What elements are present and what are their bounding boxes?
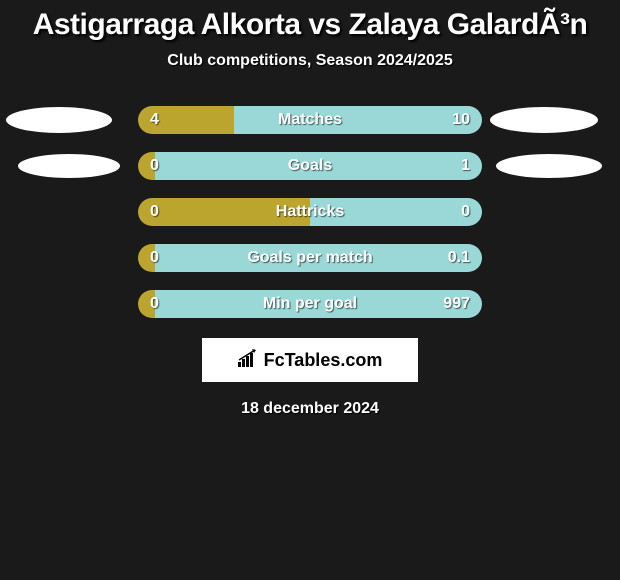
stat-value-left: 0 [150, 295, 159, 313]
stat-bar-right [234, 106, 482, 134]
player-ellipse-left [18, 154, 120, 178]
player-ellipse-left [6, 107, 112, 133]
stat-value-left: 0 [150, 249, 159, 267]
page-title: Astigarraga Alkorta vs Zalaya GalardÃ³n [0, 0, 620, 42]
stat-value-right: 0.1 [448, 249, 470, 267]
brand-text: FcTables.com [264, 350, 383, 371]
subtitle: Club competitions, Season 2024/2025 [0, 52, 620, 70]
stat-value-right: 10 [452, 111, 470, 129]
stat-label: Matches [278, 111, 342, 129]
stat-value-left: 0 [150, 203, 159, 221]
chart-bars-icon [238, 348, 260, 373]
stat-value-right: 997 [443, 295, 470, 313]
stat-row: 0 0.1 Goals per match [0, 244, 620, 272]
stat-label: Min per goal [263, 295, 357, 313]
stat-value-right: 1 [461, 157, 470, 175]
player-ellipse-right [490, 107, 598, 133]
stat-row: 0 1 Goals [0, 152, 620, 180]
stat-label: Goals per match [247, 249, 372, 267]
stat-value-left: 0 [150, 157, 159, 175]
stat-value-right: 0 [461, 203, 470, 221]
stat-label: Goals [288, 157, 332, 175]
stat-row: 4 10 Matches [0, 106, 620, 134]
stat-row: 0 0 Hattricks [0, 198, 620, 226]
date-text: 18 december 2024 [0, 400, 620, 418]
player-ellipse-right [496, 154, 602, 178]
stat-row: 0 997 Min per goal [0, 290, 620, 318]
stats-area: 4 10 Matches 0 1 Goals 0 0 Hattricks 0 0.1 Goals pe… [0, 106, 620, 318]
stat-value-left: 4 [150, 111, 159, 129]
brand-box: FcTables.com [202, 338, 418, 382]
stat-label: Hattricks [276, 203, 344, 221]
